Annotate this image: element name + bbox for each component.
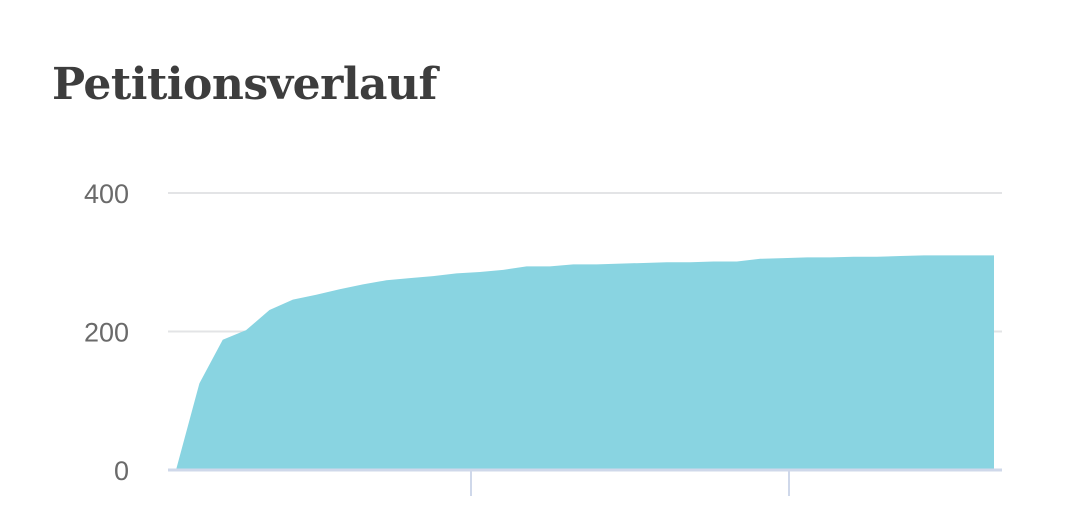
y-tick-label-0: 0 bbox=[114, 456, 129, 486]
area-series bbox=[176, 255, 994, 470]
y-tick-labels: 0 200 400 bbox=[84, 179, 129, 486]
chart-title: Petitionsverlauf bbox=[52, 59, 437, 110]
x-axis bbox=[168, 468, 1002, 496]
y-tick-label-200: 200 bbox=[84, 318, 129, 348]
area-series-fill bbox=[176, 255, 994, 470]
y-tick-label-400: 400 bbox=[84, 179, 129, 209]
